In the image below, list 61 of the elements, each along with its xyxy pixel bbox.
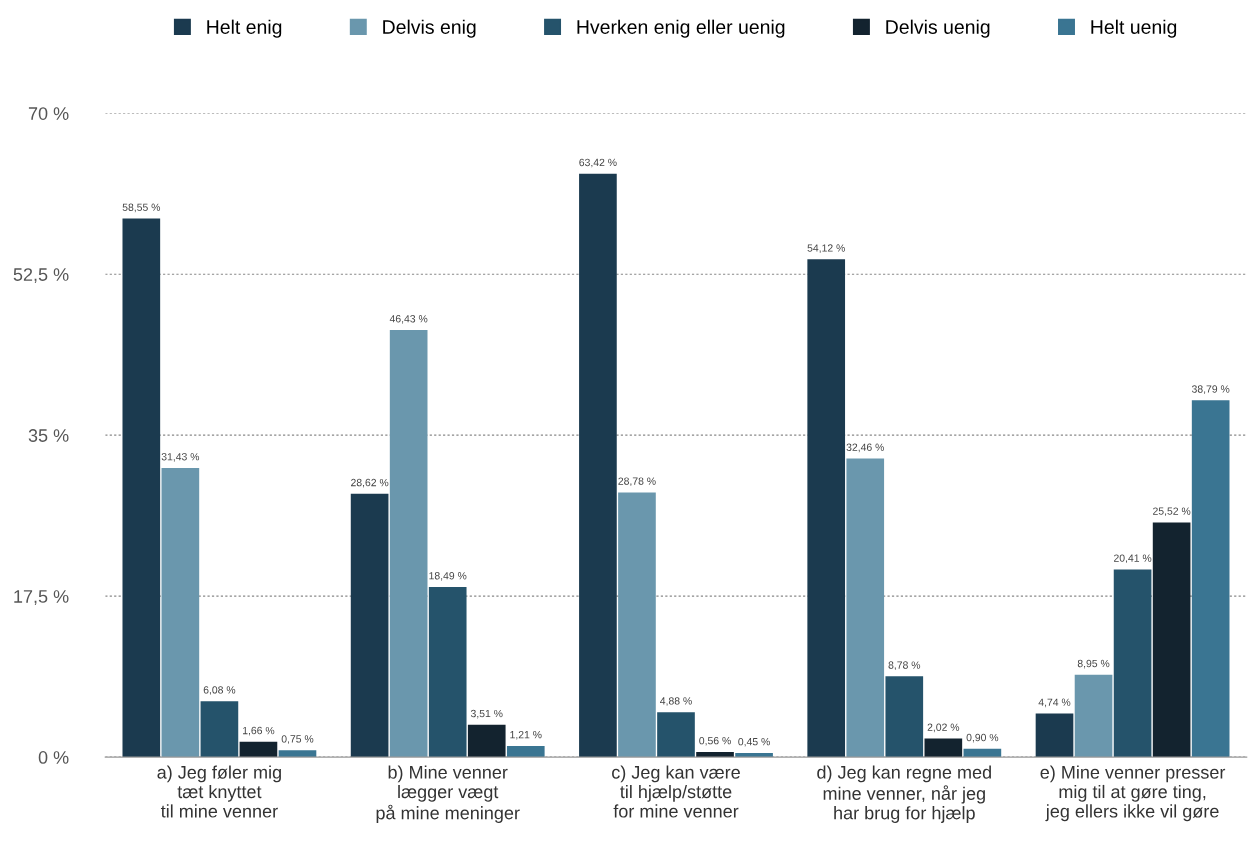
bar [924,738,963,758]
y-tick-label: 35 % [28,429,69,442]
legend-label: Helt uenig [1091,19,1177,38]
data-label: 3,51 % [470,709,503,719]
legend-label: Hverken enig eller uenig [577,19,785,38]
legend-label: Delvis enig [383,19,476,38]
data-label: 1,66 % [243,726,275,736]
bar [807,259,846,758]
data-label: 38,79 % [1191,385,1230,394]
data-label: 32,46 % [846,443,884,453]
data-label: 28,62 % [351,478,389,488]
data-label: 54,12 % [807,244,845,253]
y-tick-label: 0 % [38,751,69,764]
bar [1191,400,1230,758]
data-label: 31,43 % [161,453,200,462]
data-label: 25,52 % [1153,507,1191,516]
legend-label: Helt enig [207,19,282,38]
bar [200,701,239,758]
data-label: 8,95 % [1077,659,1110,669]
bar [161,468,200,758]
bar [657,712,695,758]
bar [1035,713,1074,758]
bar [846,458,885,758]
data-label: 0,56 % [699,736,731,746]
data-label: 2,02 % [927,723,960,733]
data-label: 4,74 % [1038,698,1071,708]
bar [122,218,161,758]
bar [618,492,656,758]
bar [350,493,389,758]
data-label: 46,43 % [389,315,428,324]
x-tick-label: d) Jeg kan regne med mine venner, når jeg har brug for hjælp [817,765,991,823]
bar [389,330,428,758]
x-tick-label: b) Mine venner lægger vægt på mine meninger [376,765,520,823]
data-label: 4,88 % [660,697,692,706]
y-tick-label: 52,5 % [13,268,69,284]
y-tick-label: 70 % [28,107,69,120]
data-label: 18,49 % [429,572,467,581]
bar [885,676,924,758]
data-label: 0,90 % [966,733,999,743]
data-label: 0,75 % [281,735,314,744]
data-label: 0,45 % [738,737,770,747]
bar [467,724,506,758]
bar [579,173,617,758]
data-label: 8,78 % [888,661,921,670]
bar [239,741,278,758]
bar [428,587,467,758]
x-tick-label: c) Jeg kan være til hjælp/støtte for mine venner [612,765,740,818]
x-tick-label: a) Jeg føler mig tæt knyttet til mine venner [157,765,281,818]
data-label: 1,21 % [510,731,542,740]
y-tick-label: 17,5 % [14,590,69,605]
data-label: 63,42 % [579,158,617,168]
bar [506,745,545,758]
data-label: 20,41 % [1114,554,1152,563]
bar [1152,522,1191,758]
data-label: 58,55 % [122,203,161,213]
data-label: 6,08 % [203,686,236,695]
x-tick-label: e) Mine venner presser mig til at gøre ting, jeg ellers ikke vil gøre [1040,765,1226,822]
bar [1113,569,1152,758]
legend-label: Delvis uenig [886,19,990,38]
bar [1074,674,1113,758]
data-label: 28,78 % [618,477,656,487]
